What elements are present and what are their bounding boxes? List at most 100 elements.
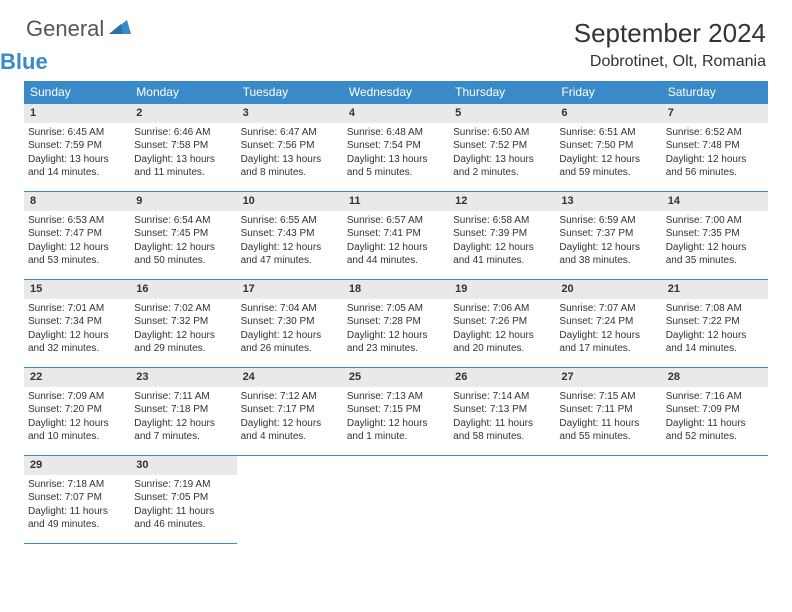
sunrise-text: Sunrise: 7:09 AM [28,390,126,404]
daylight-text: Daylight: 12 hours and 56 minutes. [666,153,764,180]
sunrise-text: Sunrise: 6:57 AM [347,214,445,228]
daylight-text: Daylight: 11 hours and 58 minutes. [453,417,551,444]
daylight-text: Daylight: 11 hours and 55 minutes. [559,417,657,444]
daylight-text: Daylight: 12 hours and 32 minutes. [28,329,126,356]
day-number: 26 [449,368,555,387]
sunset-text: Sunset: 7:35 PM [666,227,764,241]
daylight-text: Daylight: 12 hours and 1 minute. [347,417,445,444]
empty-cell [449,456,555,544]
sunrise-text: Sunrise: 6:55 AM [241,214,339,228]
calendar-cell: 13Sunrise: 6:59 AMSunset: 7:37 PMDayligh… [555,192,661,280]
sunset-text: Sunset: 7:39 PM [453,227,551,241]
sunrise-text: Sunrise: 7:01 AM [28,302,126,316]
daylight-text: Daylight: 12 hours and 35 minutes. [666,241,764,268]
day-number: 13 [555,192,661,211]
weekday-label: Thursday [449,81,555,103]
day-number: 18 [343,280,449,299]
sunrise-text: Sunrise: 7:04 AM [241,302,339,316]
calendar-cell: 21Sunrise: 7:08 AMSunset: 7:22 PMDayligh… [662,280,768,368]
daylight-text: Daylight: 11 hours and 49 minutes. [28,505,126,532]
calendar-cell: 17Sunrise: 7:04 AMSunset: 7:30 PMDayligh… [237,280,343,368]
logo: General Blue [26,18,131,63]
calendar-cell: 1Sunrise: 6:45 AMSunset: 7:59 PMDaylight… [24,104,130,192]
sunset-text: Sunset: 7:30 PM [241,315,339,329]
sunrise-text: Sunrise: 7:19 AM [134,478,232,492]
sunset-text: Sunset: 7:22 PM [666,315,764,329]
title-block: September 2024 Dobrotinet, Olt, Romania [574,18,766,71]
calendar-cell: 10Sunrise: 6:55 AMSunset: 7:43 PMDayligh… [237,192,343,280]
calendar-cell: 25Sunrise: 7:13 AMSunset: 7:15 PMDayligh… [343,368,449,456]
calendar-cell: 19Sunrise: 7:06 AMSunset: 7:26 PMDayligh… [449,280,555,368]
calendar-cell: 26Sunrise: 7:14 AMSunset: 7:13 PMDayligh… [449,368,555,456]
day-number: 1 [24,104,130,123]
logo-text-general: General [26,16,104,41]
daylight-text: Daylight: 13 hours and 8 minutes. [241,153,339,180]
daylight-text: Daylight: 12 hours and 59 minutes. [559,153,657,180]
logo-text-blue: Blue [0,51,105,73]
calendar-cell: 28Sunrise: 7:16 AMSunset: 7:09 PMDayligh… [662,368,768,456]
sunrise-text: Sunrise: 6:46 AM [134,126,232,140]
sunrise-text: Sunrise: 6:47 AM [241,126,339,140]
sunrise-text: Sunrise: 7:07 AM [559,302,657,316]
empty-cell [662,456,768,544]
sunrise-text: Sunrise: 6:50 AM [453,126,551,140]
daylight-text: Daylight: 12 hours and 17 minutes. [559,329,657,356]
daylight-text: Daylight: 13 hours and 2 minutes. [453,153,551,180]
header: General Blue September 2024 Dobrotinet, … [0,0,792,81]
weekday-label: Saturday [662,81,768,103]
day-number: 12 [449,192,555,211]
day-number: 23 [130,368,236,387]
weekday-header: SundayMondayTuesdayWednesdayThursdayFrid… [24,81,768,103]
empty-cell [555,456,661,544]
sunset-text: Sunset: 7:24 PM [559,315,657,329]
sunset-text: Sunset: 7:45 PM [134,227,232,241]
sunrise-text: Sunrise: 7:18 AM [28,478,126,492]
daylight-text: Daylight: 13 hours and 5 minutes. [347,153,445,180]
sunset-text: Sunset: 7:34 PM [28,315,126,329]
weekday-label: Friday [555,81,661,103]
calendar-cell: 2Sunrise: 6:46 AMSunset: 7:58 PMDaylight… [130,104,236,192]
day-number: 6 [555,104,661,123]
location: Dobrotinet, Olt, Romania [574,53,766,71]
sunrise-text: Sunrise: 7:16 AM [666,390,764,404]
day-number: 29 [24,456,130,475]
day-number: 14 [662,192,768,211]
daylight-text: Daylight: 12 hours and 23 minutes. [347,329,445,356]
sunset-text: Sunset: 7:54 PM [347,139,445,153]
day-number: 8 [24,192,130,211]
day-number: 17 [237,280,343,299]
calendar-cell: 16Sunrise: 7:02 AMSunset: 7:32 PMDayligh… [130,280,236,368]
calendar-cell: 3 Sunrise: 6:47 AMSunset: 7:56 PMDaylight… [237,104,343,192]
calendar-cell: 8Sunrise: 6:53 AMSunset: 7:47 PMDaylight… [24,192,130,280]
day-number: 2 [130,104,236,123]
day-number: 28 [662,368,768,387]
day-number: 11 [343,192,449,211]
day-number: 3 [237,104,343,123]
calendar: SundayMondayTuesdayWednesdayThursdayFrid… [24,81,768,544]
sunrise-text: Sunrise: 7:06 AM [453,302,551,316]
day-number: 5 [449,104,555,123]
daylight-text: Daylight: 12 hours and 20 minutes. [453,329,551,356]
weekday-label: Sunday [24,81,130,103]
day-number: 27 [555,368,661,387]
day-number: 9 [130,192,236,211]
calendar-cell: 7Sunrise: 6:52 AMSunset: 7:48 PMDaylight… [662,104,768,192]
sunrise-text: Sunrise: 6:45 AM [28,126,126,140]
empty-cell [343,456,449,544]
sunrise-text: Sunrise: 7:15 AM [559,390,657,404]
empty-cell [237,456,343,544]
calendar-cell: 24Sunrise: 7:12 AMSunset: 7:17 PMDayligh… [237,368,343,456]
calendar-grid: 1Sunrise: 6:45 AMSunset: 7:59 PMDaylight… [24,103,768,544]
calendar-cell: 18Sunrise: 7:05 AMSunset: 7:28 PMDayligh… [343,280,449,368]
sunset-text: Sunset: 7:09 PM [666,403,764,417]
day-number: 10 [237,192,343,211]
daylight-text: Daylight: 13 hours and 14 minutes. [28,153,126,180]
day-number: 20 [555,280,661,299]
logo-triangle-icon [109,21,131,38]
sunset-text: Sunset: 7:28 PM [347,315,445,329]
daylight-text: Daylight: 11 hours and 46 minutes. [134,505,232,532]
sunrise-text: Sunrise: 6:51 AM [559,126,657,140]
sunset-text: Sunset: 7:05 PM [134,491,232,505]
day-number: 4 [343,104,449,123]
sunset-text: Sunset: 7:56 PM [241,139,339,153]
